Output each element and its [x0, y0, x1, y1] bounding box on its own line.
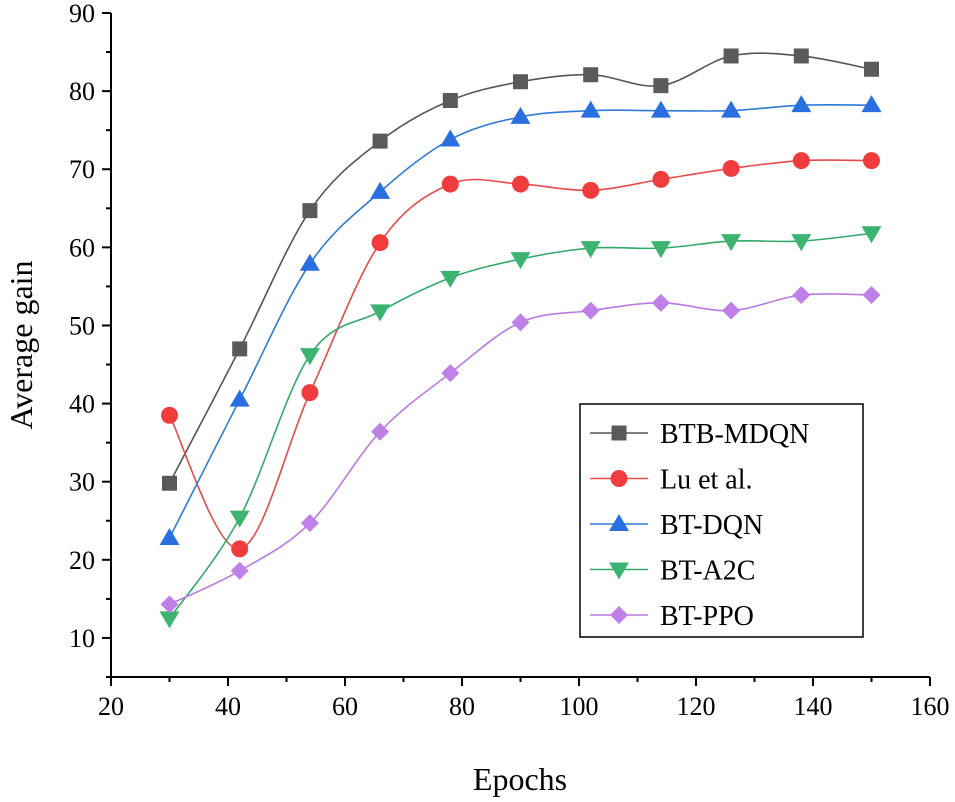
- x-tick-label: 120: [677, 692, 716, 721]
- data-point-bt-a2c: [650, 241, 671, 259]
- data-point-lu-et-al: [512, 175, 529, 193]
- data-point-bt-a2c: [229, 510, 250, 528]
- x-tick-label: 60: [332, 692, 358, 721]
- data-point-bt-dqn: [299, 253, 320, 271]
- y-tick-label: 40: [69, 390, 95, 419]
- x-tick-label: 140: [794, 692, 833, 721]
- data-point-lu-et-al: [582, 181, 600, 199]
- data-point-bt-ppo: [230, 561, 249, 580]
- legend-marker-lu-et-al: [610, 470, 628, 487]
- data-point-btb-mdqn: [653, 78, 669, 94]
- data-point-lu-et-al: [161, 406, 178, 424]
- x-tick-label: 40: [215, 692, 241, 721]
- data-point-bt-dqn: [580, 100, 601, 118]
- data-point-btb-mdqn: [723, 48, 739, 64]
- data-point-bt-ppo: [862, 286, 881, 305]
- data-point-bt-ppo: [651, 293, 670, 312]
- data-point-bt-a2c: [370, 304, 391, 322]
- y-axis-title: Average gain: [3, 260, 39, 429]
- data-point-btb-mdqn: [513, 74, 528, 90]
- y-tick-label: 10: [69, 624, 95, 653]
- y-tick-label: 70: [69, 155, 95, 184]
- data-point-bt-ppo: [371, 422, 390, 441]
- data-point-bt-a2c: [580, 241, 601, 259]
- y-tick-label: 90: [69, 0, 95, 28]
- data-point-bt-a2c: [861, 226, 882, 244]
- data-point-lu-et-al: [652, 170, 670, 188]
- data-point-bt-ppo: [511, 313, 530, 332]
- data-point-bt-dqn: [861, 95, 882, 113]
- y-tick-label: 80: [69, 77, 95, 106]
- data-point-bt-a2c: [440, 270, 461, 288]
- series-line-bt-ppo: [169, 293, 872, 606]
- legend-label-bt-dqn: BT-DQN: [660, 510, 763, 541]
- data-point-btb-mdqn: [442, 92, 458, 108]
- legend-box: [579, 403, 864, 638]
- legend-marker-bt-a2c: [609, 562, 629, 580]
- data-point-btb-mdqn: [302, 203, 318, 219]
- data-point-bt-ppo: [441, 364, 460, 383]
- data-point-btb-mdqn: [864, 61, 879, 77]
- data-point-bt-ppo: [160, 595, 179, 614]
- data-point-btb-mdqn: [372, 133, 388, 149]
- data-point-bt-a2c: [159, 611, 180, 629]
- y-tick-label: 20: [69, 546, 95, 575]
- legend-marker-btb-mdqn: [611, 425, 627, 441]
- data-point-lu-et-al: [371, 234, 389, 252]
- data-point-bt-dqn: [650, 100, 671, 118]
- y-tick-label: 60: [69, 233, 95, 262]
- data-point-btb-mdqn: [583, 67, 599, 83]
- data-point-bt-dqn: [370, 181, 391, 199]
- data-point-bt-dqn: [721, 100, 742, 118]
- legend-label-bt-ppo: BT-PPO: [660, 601, 754, 632]
- data-point-bt-dqn: [159, 527, 180, 545]
- data-point-btb-mdqn: [793, 48, 809, 64]
- axes: 20 40 60 80 100 120 140 160 10 20 30 40 50 60 70 80 90: [69, 0, 950, 721]
- x-tick-label: 20: [98, 692, 124, 721]
- data-point-bt-dqn: [229, 389, 250, 407]
- data-point-bt-dqn: [510, 106, 531, 124]
- data-point-lu-et-al: [722, 159, 740, 177]
- data-point-bt-a2c: [299, 348, 320, 366]
- x-tick-label: 160: [911, 692, 950, 721]
- data-point-bt-dqn: [440, 129, 461, 147]
- data-point-bt-a2c: [791, 234, 812, 252]
- data-point-btb-mdqn: [232, 341, 248, 357]
- legend-marker-bt-dqn: [609, 514, 629, 531]
- data-point-bt-a2c: [510, 252, 531, 270]
- data-point-bt-ppo: [300, 514, 319, 533]
- series-markers: [159, 48, 882, 629]
- y-tick-label: 30: [69, 468, 95, 497]
- data-point-lu-et-al: [231, 540, 249, 558]
- legend-label-lu-et-al: Lu et al.: [660, 465, 753, 496]
- data-point-lu-et-al: [863, 152, 880, 170]
- data-point-bt-dqn: [791, 95, 812, 113]
- legend-label-bt-a2c: BT-A2C: [660, 556, 755, 587]
- data-point-bt-ppo: [792, 286, 811, 305]
- data-point-lu-et-al: [301, 384, 319, 402]
- legend-label-btb-mdqn: BTB-MDQN: [660, 419, 809, 450]
- data-point-lu-et-al: [792, 152, 810, 170]
- x-axis-title: Epochs: [473, 761, 567, 797]
- legend: BTB-MDQN Lu et al. BT-DQN BT-A2C BT-PPO: [579, 403, 864, 638]
- y-tick-label: 50: [69, 311, 95, 340]
- x-tick-label: 80: [449, 692, 475, 721]
- data-point-bt-ppo: [722, 301, 741, 320]
- legend-marker-bt-ppo: [610, 606, 628, 624]
- data-point-bt-a2c: [721, 234, 742, 252]
- data-point-btb-mdqn: [162, 475, 177, 491]
- series-line-bt-dqn: [168, 103, 872, 539]
- series-line-bt-a2c: [168, 232, 872, 619]
- x-tick-label: 100: [560, 692, 599, 721]
- data-point-lu-et-al: [441, 175, 459, 193]
- data-point-bt-ppo: [581, 301, 600, 320]
